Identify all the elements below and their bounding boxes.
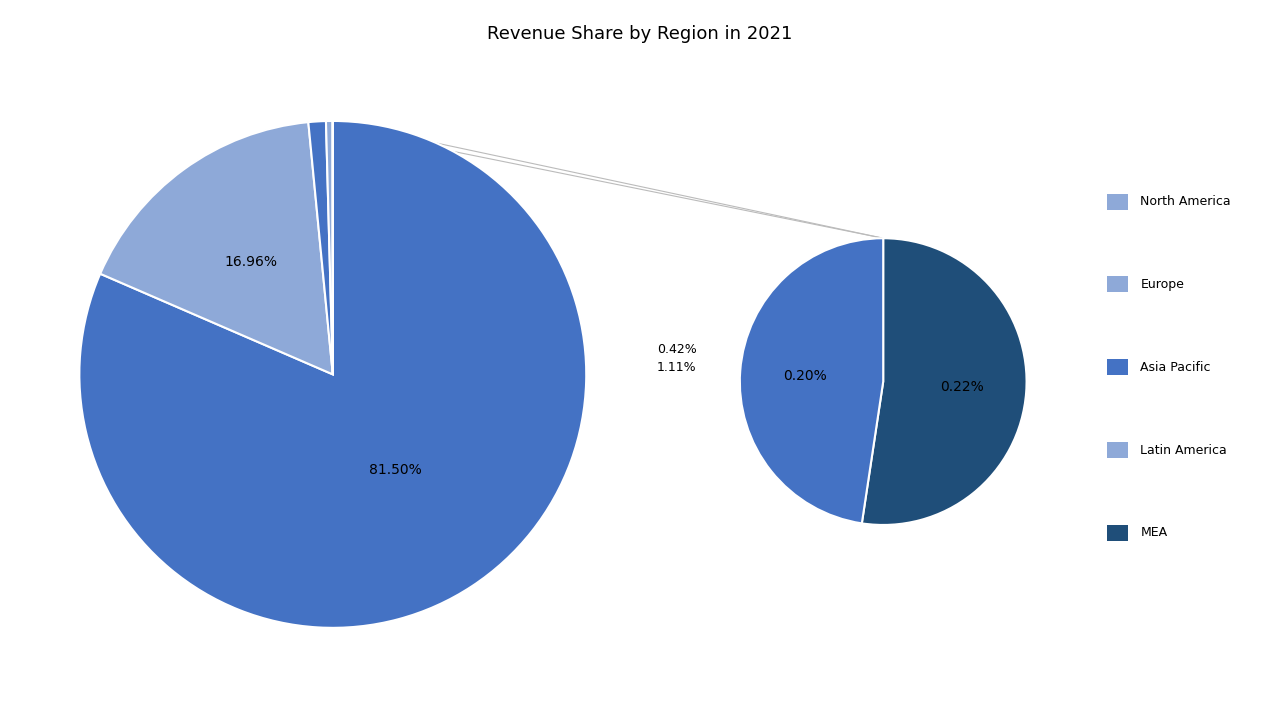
Wedge shape: [308, 121, 333, 374]
Text: Latin America: Latin America: [1140, 444, 1228, 456]
Text: 81.50%: 81.50%: [369, 463, 422, 477]
Text: MEA: MEA: [1140, 526, 1167, 539]
Text: 16.96%: 16.96%: [224, 255, 278, 269]
Text: 0.42%: 0.42%: [657, 343, 696, 356]
Text: Asia Pacific: Asia Pacific: [1140, 361, 1211, 374]
Text: Revenue Share by Region in 2021: Revenue Share by Region in 2021: [488, 25, 792, 43]
Text: North America: North America: [1140, 195, 1231, 208]
Wedge shape: [740, 238, 883, 523]
Text: 0.22%: 0.22%: [940, 380, 984, 395]
Wedge shape: [79, 121, 586, 628]
Text: 1.11%: 1.11%: [657, 361, 696, 374]
Wedge shape: [100, 122, 333, 374]
Text: 0.20%: 0.20%: [782, 369, 827, 383]
Text: Europe: Europe: [1140, 278, 1184, 291]
Wedge shape: [326, 121, 333, 374]
Wedge shape: [861, 238, 1027, 525]
